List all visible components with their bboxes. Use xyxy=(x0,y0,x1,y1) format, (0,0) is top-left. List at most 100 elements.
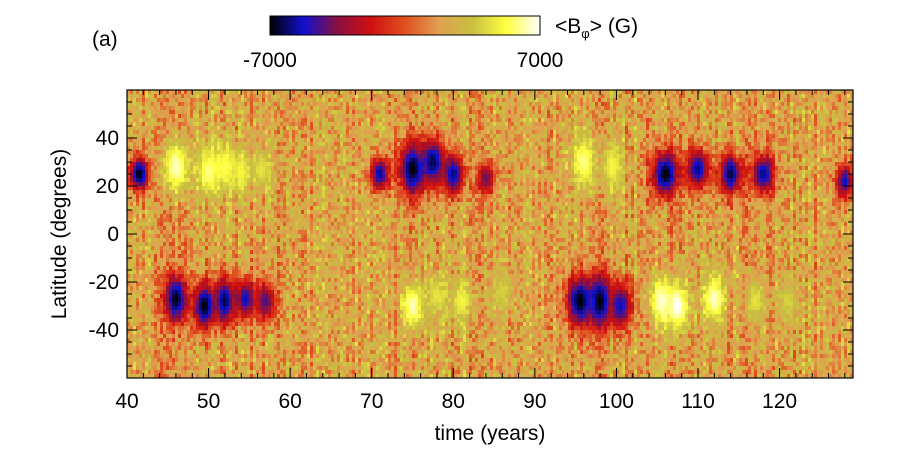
heatmap-cell xyxy=(169,302,173,307)
heatmap-cell xyxy=(136,138,140,143)
heatmap-cell xyxy=(292,282,296,287)
heatmap-cell xyxy=(232,166,236,171)
heatmap-cell xyxy=(223,190,227,195)
heatmap-cell xyxy=(220,322,224,327)
heatmap-cell xyxy=(307,318,311,323)
heatmap-cell xyxy=(202,226,206,231)
heatmap-cell xyxy=(142,270,146,275)
heatmap-cell xyxy=(268,234,272,239)
heatmap-cell xyxy=(229,318,233,323)
heatmap-cell xyxy=(316,214,320,219)
heatmap-cell xyxy=(328,90,332,95)
heatmap-cell xyxy=(247,114,251,119)
heatmap-cell xyxy=(202,138,206,143)
heatmap-cell xyxy=(331,294,335,299)
heatmap-cell xyxy=(289,106,293,111)
heatmap-cell xyxy=(274,334,278,339)
heatmap-cell xyxy=(292,142,296,147)
heatmap-cell xyxy=(256,118,260,123)
heatmap-cell xyxy=(247,206,251,211)
heatmap-cell xyxy=(268,322,272,327)
heatmap-cell xyxy=(160,134,164,139)
heatmap-cell xyxy=(307,118,311,123)
heatmap-cell xyxy=(157,290,161,295)
heatmap-cell xyxy=(193,154,197,159)
heatmap-cell xyxy=(304,334,308,339)
heatmap-cell xyxy=(169,242,173,247)
heatmap-cell xyxy=(199,350,203,355)
heatmap-cell xyxy=(277,282,281,287)
heatmap-cell xyxy=(247,254,251,259)
heatmap-cell xyxy=(241,106,245,111)
heatmap-cell xyxy=(286,358,290,363)
heatmap-cell xyxy=(241,306,245,311)
heatmap-cell xyxy=(301,310,305,315)
heatmap-cell xyxy=(280,202,284,207)
heatmap-cell xyxy=(298,246,302,251)
heatmap-cell xyxy=(274,174,278,179)
heatmap-cell xyxy=(184,370,188,375)
heatmap-cell xyxy=(214,298,218,303)
heatmap-cell xyxy=(241,294,245,299)
heatmap-cell xyxy=(238,370,242,375)
heatmap-cell xyxy=(274,118,278,123)
heatmap-cell xyxy=(229,226,233,231)
heatmap-cell xyxy=(241,310,245,315)
heatmap-cell xyxy=(274,162,278,167)
heatmap-cell xyxy=(223,178,227,183)
heatmap-cell xyxy=(214,242,218,247)
heatmap-cell xyxy=(316,90,320,95)
heatmap-cell xyxy=(304,154,308,159)
heatmap-cell xyxy=(325,222,329,227)
heatmap-cell xyxy=(319,202,323,207)
heatmap-cell xyxy=(244,326,248,331)
heatmap-cell xyxy=(175,306,179,311)
heatmap-cell xyxy=(235,242,239,247)
heatmap-cell xyxy=(319,358,323,363)
heatmap-cell xyxy=(235,158,239,163)
heatmap-cell xyxy=(322,142,326,147)
heatmap-cell xyxy=(229,174,233,179)
heatmap-cell xyxy=(313,182,317,187)
heatmap-cell xyxy=(229,170,233,175)
heatmap-cell xyxy=(328,298,332,303)
heatmap-cell xyxy=(196,222,200,227)
heatmap-cell xyxy=(259,298,263,303)
heatmap-cell xyxy=(307,366,311,371)
heatmap-cell xyxy=(328,322,332,327)
heatmap-cell xyxy=(301,182,305,187)
heatmap-cell xyxy=(283,198,287,203)
heatmap-cell xyxy=(169,354,173,359)
heatmap-cell xyxy=(268,98,272,103)
heatmap-cell xyxy=(163,238,167,243)
heatmap-cell xyxy=(232,330,236,335)
heatmap-cell xyxy=(148,154,152,159)
heatmap-cell xyxy=(331,338,335,343)
heatmap-cell xyxy=(175,242,179,247)
heatmap-cell xyxy=(244,138,248,143)
heatmap-cell xyxy=(199,246,203,251)
heatmap-cell xyxy=(220,250,224,255)
heatmap-cell xyxy=(175,294,179,299)
heatmap-cell xyxy=(274,278,278,283)
heatmap-cell xyxy=(247,302,251,307)
heatmap-cell xyxy=(271,102,275,107)
heatmap-cell xyxy=(277,266,281,271)
heatmap-cell xyxy=(259,242,263,247)
heatmap-cell xyxy=(163,230,167,235)
heatmap-cell xyxy=(229,234,233,239)
heatmap-cell xyxy=(220,362,224,367)
heatmap-cell xyxy=(289,334,293,339)
heatmap-cell xyxy=(157,338,161,343)
heatmap-cell xyxy=(238,222,242,227)
heatmap-cell xyxy=(133,190,137,195)
heatmap-cell xyxy=(226,218,230,223)
heatmap-cell xyxy=(187,278,191,283)
heatmap-cell xyxy=(244,234,248,239)
heatmap-cell xyxy=(247,294,251,299)
heatmap-cell xyxy=(313,298,317,303)
heatmap-cell xyxy=(229,218,233,223)
heatmap-cell xyxy=(271,290,275,295)
heatmap-cell xyxy=(259,374,263,378)
heatmap-cell xyxy=(316,186,320,191)
